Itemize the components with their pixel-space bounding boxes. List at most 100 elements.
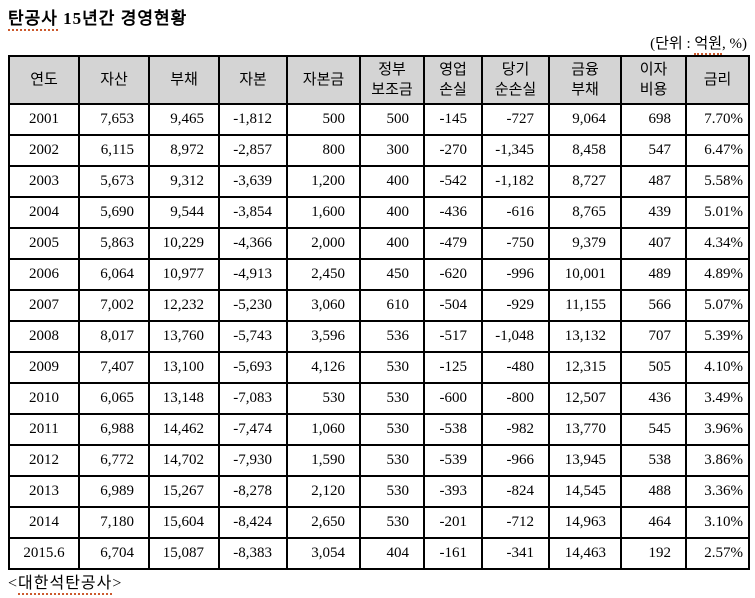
value-cell: 9,379 — [548, 227, 622, 260]
value-cell: 707 — [620, 320, 687, 353]
value-cell: -600 — [423, 382, 483, 415]
header-cell-interest-expense: 이자 비용 — [620, 55, 687, 105]
value-cell: -4,366 — [218, 227, 288, 260]
unit-label-prefix: (단위 : — [650, 36, 695, 52]
value-cell: 13,100 — [148, 351, 220, 384]
value-cell: 192 — [620, 537, 687, 570]
value-cell: 13,148 — [148, 382, 220, 415]
value-cell: 2,120 — [286, 475, 361, 508]
value-cell: 2,000 — [286, 227, 361, 260]
value-cell: -8,278 — [218, 475, 288, 508]
source-label-underlined: 대한석탄공사 — [18, 575, 113, 595]
value-cell: -161 — [423, 537, 483, 570]
value-cell: -8,424 — [218, 506, 288, 539]
value-cell: 566 — [620, 289, 687, 322]
value-cell: -479 — [423, 227, 483, 260]
value-cell: 13,760 — [148, 320, 220, 353]
value-cell: 6,988 — [78, 413, 150, 446]
value-cell: -620 — [423, 258, 483, 291]
value-cell: 400 — [359, 165, 425, 198]
year-cell: 2004 — [8, 196, 80, 229]
value-cell: 9,544 — [148, 196, 220, 229]
value-cell: 8,972 — [148, 134, 220, 167]
table-row: 2004 5,690 9,544 -3,854 1,600 400 -436 -616 8,76… — [8, 196, 750, 229]
value-cell: -1,345 — [481, 134, 550, 167]
year-cell: 2002 — [8, 134, 80, 167]
unit-label: (단위 : 억원, %) — [8, 35, 747, 55]
header-label: 자본 — [239, 72, 267, 88]
value-cell: -800 — [481, 382, 550, 415]
value-cell: 400 — [359, 227, 425, 260]
value-cell: 1,060 — [286, 413, 361, 446]
year-cell: 2001 — [8, 103, 80, 136]
value-cell: -929 — [481, 289, 550, 322]
value-cell: -201 — [423, 506, 483, 539]
value-cell: -5,230 — [218, 289, 288, 322]
year-cell: 2011 — [8, 413, 80, 446]
value-cell: 6,772 — [78, 444, 150, 477]
value-cell: 8,765 — [548, 196, 622, 229]
value-cell: 530 — [286, 382, 361, 415]
value-cell: -3,854 — [218, 196, 288, 229]
value-cell: 14,462 — [148, 413, 220, 446]
header-label: 자본금 — [302, 72, 345, 88]
value-cell: 9,064 — [548, 103, 622, 136]
header-label: 금리 — [703, 72, 732, 88]
header-row: 연도 자산 부채 자본 자본금 정부 보조금 영업 손실 당기 순손실 금융 부채 이자… — [8, 55, 750, 105]
value-cell: -616 — [481, 196, 550, 229]
table-row: 2013 6,989 15,267 -8,278 2,120 530 -393 -824 14,… — [8, 475, 750, 508]
value-cell: -4,913 — [218, 258, 288, 291]
value-cell: 12,507 — [548, 382, 622, 415]
value-cell: 530 — [359, 506, 425, 539]
value-cell: 505 — [620, 351, 687, 384]
value-cell: 8,458 — [548, 134, 622, 167]
value-cell: -480 — [481, 351, 550, 384]
header-label: 이자 — [639, 62, 668, 78]
value-cell: 4.89% — [685, 258, 750, 291]
header-label: 자산 — [100, 72, 128, 88]
value-cell: 404 — [359, 537, 425, 570]
value-cell: 407 — [620, 227, 687, 260]
page-title: 탄공사 15년간 경영현황 — [8, 8, 747, 31]
value-cell: -996 — [481, 258, 550, 291]
value-cell: 1,600 — [286, 196, 361, 229]
value-cell: 9,465 — [148, 103, 220, 136]
value-cell: 530 — [359, 444, 425, 477]
year-cell: 2012 — [8, 444, 80, 477]
year-cell: 2006 — [8, 258, 80, 291]
value-cell: 547 — [620, 134, 687, 167]
table-row: 2010 6,065 13,148 -7,083 530 530 -600 -800 12,50… — [8, 382, 750, 415]
value-cell: 10,001 — [548, 258, 622, 291]
value-cell: 530 — [359, 475, 425, 508]
table-row: 2015.6 6,704 15,087 -8,383 3,054 404 -161 -341 1… — [8, 537, 750, 570]
value-cell: 11,155 — [548, 289, 622, 322]
table-row: 2011 6,988 14,462 -7,474 1,060 530 -538 -982 13,… — [8, 413, 750, 446]
value-cell: 13,770 — [548, 413, 622, 446]
header-cell-capital: 자본 — [218, 55, 288, 105]
page-title-underlined: 탄공사 — [8, 9, 58, 31]
value-cell: -1,182 — [481, 165, 550, 198]
value-cell: -824 — [481, 475, 550, 508]
source-label: <대한석탄공사> — [8, 574, 747, 595]
header-label: 손실 — [439, 82, 467, 98]
header-label: 영업 — [439, 62, 467, 78]
value-cell: 14,545 — [548, 475, 622, 508]
unit-label-suffix: , %) — [722, 36, 747, 52]
value-cell: 3.86% — [685, 444, 750, 477]
page-title-rest: 15년간 경영현황 — [57, 9, 188, 28]
value-cell: 5,673 — [78, 165, 150, 198]
value-cell: 10,977 — [148, 258, 220, 291]
value-cell: -270 — [423, 134, 483, 167]
value-cell: 14,963 — [548, 506, 622, 539]
value-cell: 3,596 — [286, 320, 361, 353]
header-label: 정부 — [378, 62, 406, 78]
value-cell: 5.39% — [685, 320, 750, 353]
value-cell: 6.47% — [685, 134, 750, 167]
value-cell: 500 — [359, 103, 425, 136]
value-cell: 530 — [359, 351, 425, 384]
value-cell: -125 — [423, 351, 483, 384]
year-cell: 2013 — [8, 475, 80, 508]
value-cell: 536 — [359, 320, 425, 353]
